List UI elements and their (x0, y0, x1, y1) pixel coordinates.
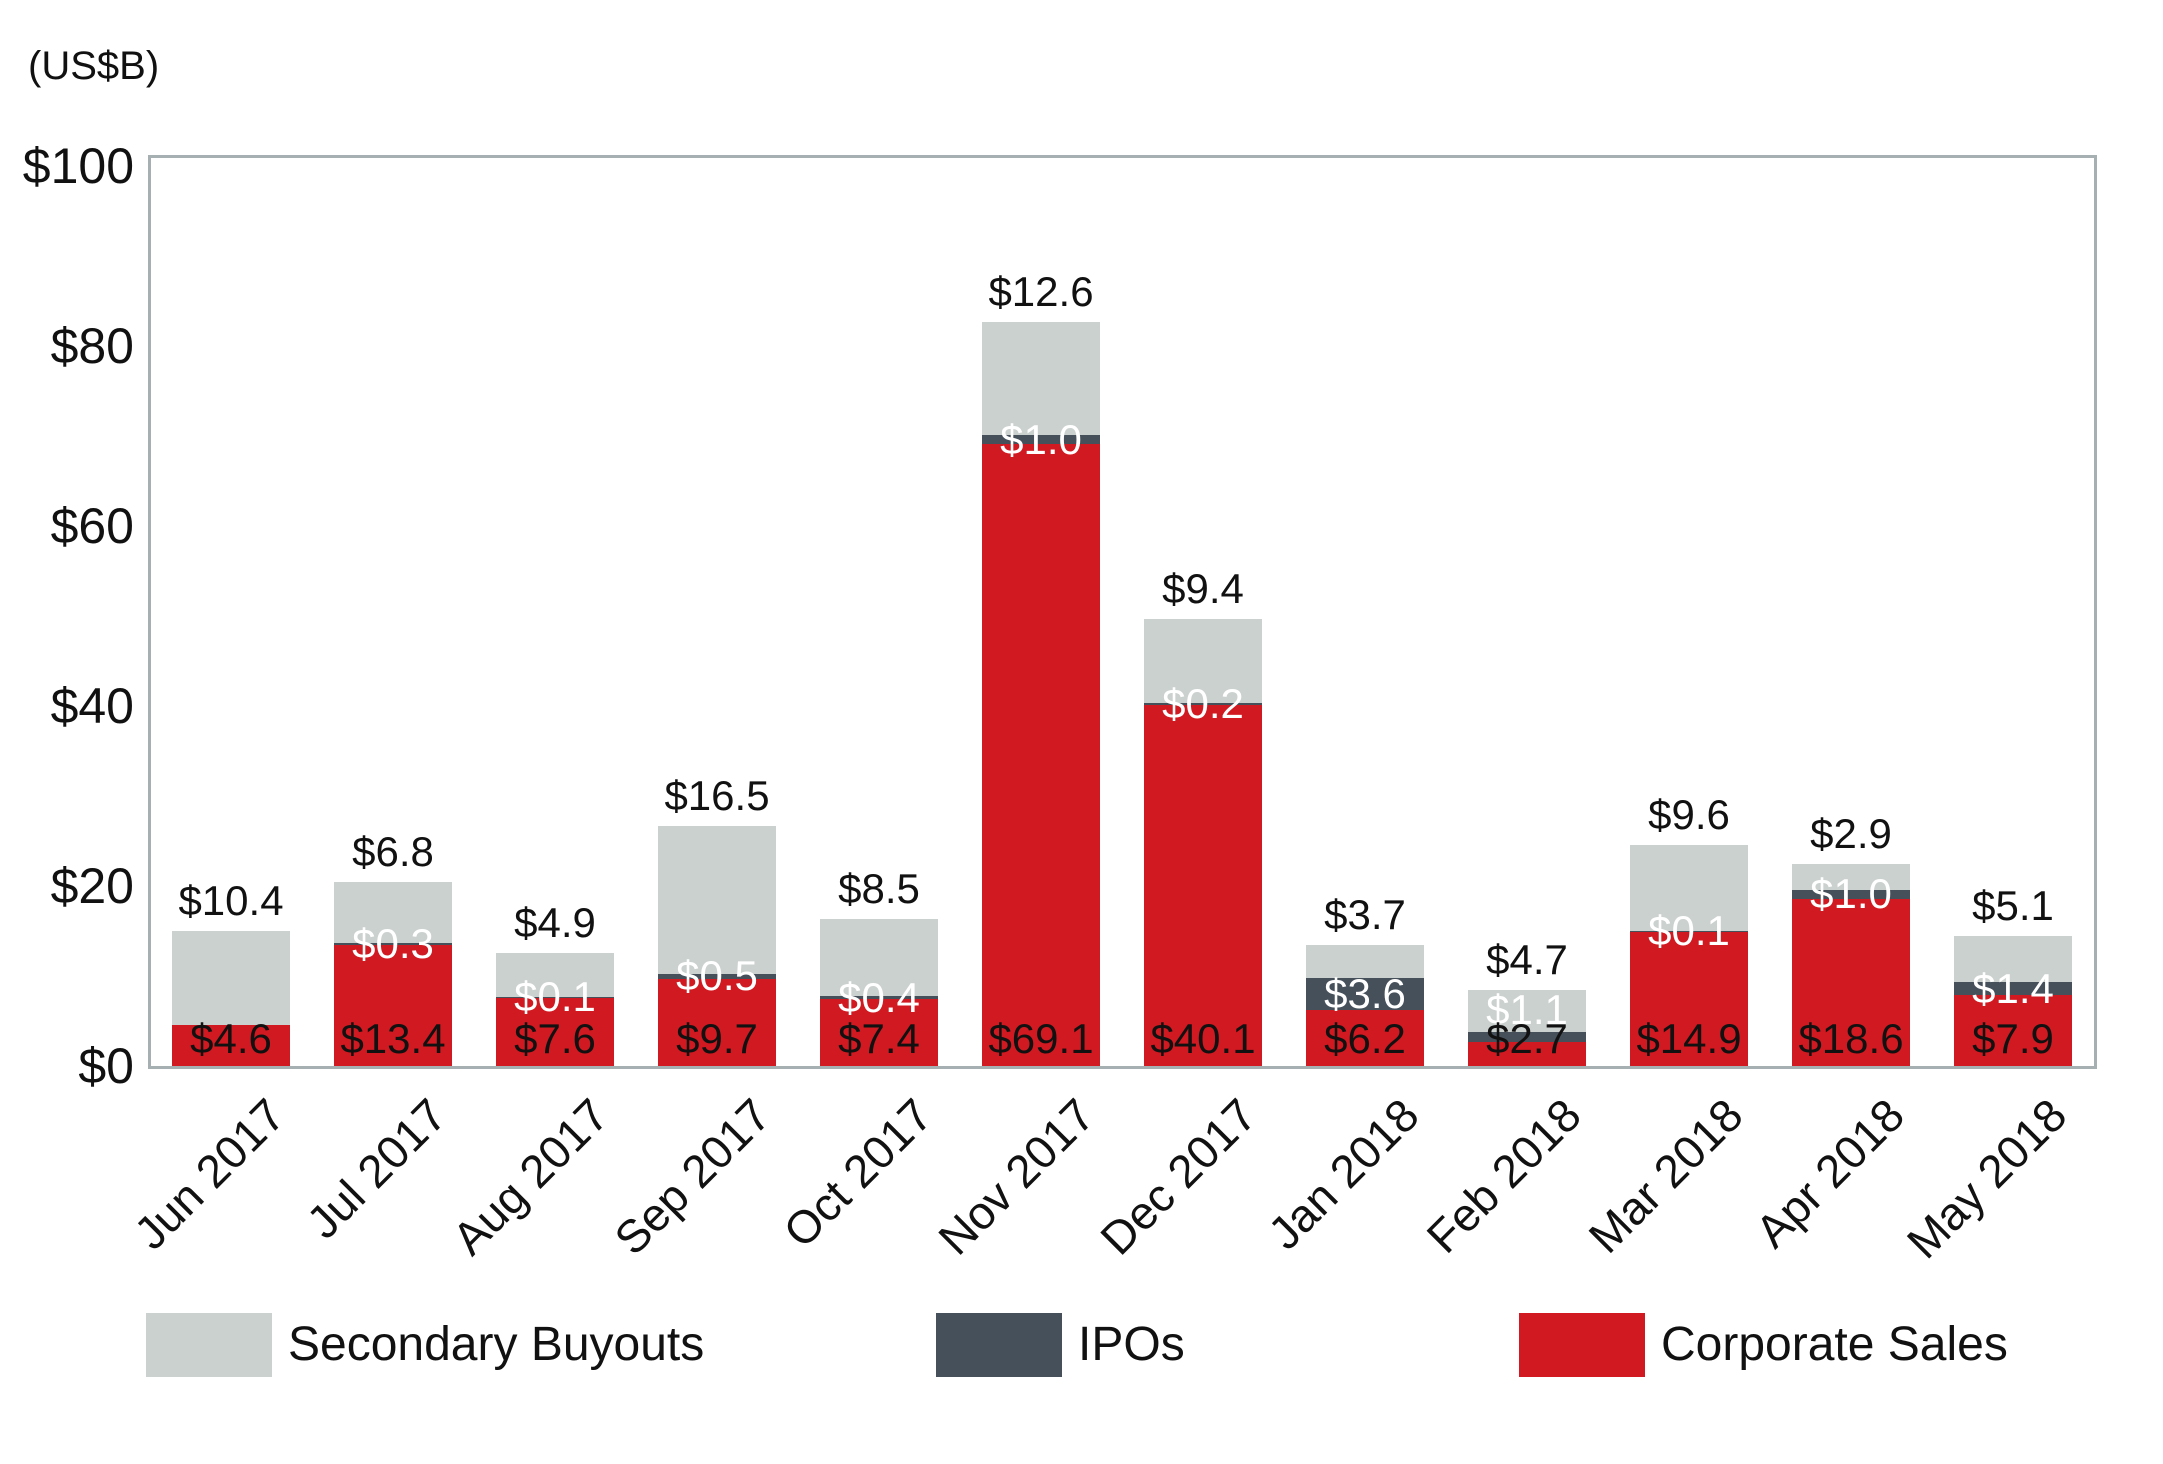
corporate-value-label: $4.6 (190, 1015, 272, 1062)
x-axis-label-mar-2018: Mar 2018 (1578, 1088, 1753, 1263)
segment-ipos (982, 435, 1100, 445)
segment-ipos (1144, 703, 1262, 706)
segment-secondary-buyouts (1468, 989, 1586, 1032)
secondary-value-label: $12.6 (988, 267, 1094, 315)
segment-ipos (334, 942, 452, 946)
segment-secondary-buyouts (820, 919, 938, 996)
segment-secondary-buyouts (172, 931, 290, 1025)
corporate-value-label: $6.2 (1324, 1015, 1406, 1062)
x-axis-label-apr-2018: Apr 2018 (1745, 1088, 1915, 1258)
x-axis-label-may-2018: May 2018 (1896, 1088, 2077, 1269)
legend-label-ipos: IPOs (1078, 1318, 1185, 1371)
segment-ipos (1468, 1031, 1586, 1042)
secondary-value-label: $9.6 (1648, 790, 1730, 838)
segment-corporate-sales (820, 999, 938, 1066)
segment-secondary-buyouts (658, 825, 776, 975)
ipo-value-label: $1.0 (1810, 870, 1892, 918)
corporate-value-label: $40.1 (1150, 1015, 1256, 1062)
segment-corporate-sales (172, 1024, 290, 1066)
segment-ipos (1954, 982, 2072, 995)
corporate-value-label: $7.9 (1972, 1015, 2054, 1062)
segment-secondary-buyouts (1792, 863, 1910, 890)
x-axis-label-sep-2017: Sep 2017 (604, 1088, 781, 1265)
y-tick-label-20: $20 (50, 858, 134, 914)
segment-corporate-sales (496, 997, 614, 1066)
y-tick-label-0: $0 (78, 1038, 134, 1094)
ipo-value-label: $0.1 (514, 973, 596, 1021)
segment-ipos (1792, 889, 1910, 899)
secondary-value-label: $10.4 (178, 877, 284, 924)
ipo-value-label: $0.5 (676, 952, 758, 1000)
ipo-value-label: $1.1 (1486, 985, 1568, 1033)
corporate-value-label: $2.7 (1486, 1015, 1568, 1062)
secondary-value-label: $6.8 (352, 827, 434, 875)
secondary-value-label: $5.1 (1972, 882, 2054, 930)
ipo-value-label: $1.0 (1000, 415, 1082, 463)
corporate-value-label: $13.4 (340, 1015, 446, 1062)
segment-secondary-buyouts (1630, 844, 1748, 931)
legend-swatch-corporate-sales (1519, 1313, 1645, 1377)
segment-secondary-buyouts (334, 881, 452, 943)
segment-ipos (496, 996, 614, 998)
x-axis-label-jan-2018: Jan 2018 (1257, 1088, 1429, 1260)
plot-area-border (148, 155, 2097, 1069)
segment-corporate-sales (1306, 1010, 1424, 1066)
segment-corporate-sales (1144, 705, 1262, 1066)
corporate-value-label: $14.9 (1636, 1015, 1742, 1062)
secondary-value-label: $8.5 (838, 865, 920, 913)
segment-corporate-sales (1954, 994, 2072, 1066)
legend-label-corporate-sales: Corporate Sales (1661, 1318, 2008, 1371)
segment-ipos (1306, 977, 1424, 1011)
corporate-value-label: $7.6 (514, 1015, 596, 1062)
segment-ipos (820, 995, 938, 1000)
ipo-value-label: $0.4 (838, 973, 920, 1021)
ipo-value-label: $3.6 (1324, 970, 1406, 1017)
segment-secondary-buyouts (982, 321, 1100, 436)
segment-corporate-sales (1468, 1041, 1586, 1066)
corporate-value-label: $18.6 (1798, 1015, 1904, 1062)
segment-corporate-sales (334, 945, 452, 1066)
y-tick-label-60: $60 (50, 498, 134, 554)
y-tick-label-80: $80 (50, 318, 134, 374)
legend-swatch-ipos (936, 1313, 1062, 1377)
x-axis-label-aug-2017: Aug 2017 (442, 1088, 619, 1265)
segment-corporate-sales (1630, 931, 1748, 1066)
y-tick-label-100: $100 (22, 138, 134, 194)
x-axis-label-dec-2017: Dec 2017 (1090, 1088, 1267, 1265)
y-tick-label-40: $40 (50, 678, 134, 734)
segment-secondary-buyouts (496, 952, 614, 997)
y-axis-unit-label: (US$B) (28, 44, 160, 88)
x-axis-label-oct-2017: Oct 2017 (773, 1088, 943, 1258)
segment-secondary-buyouts (1306, 944, 1424, 978)
secondary-value-label: $2.9 (1810, 809, 1892, 857)
legend-label-secondary-buyouts: Secondary Buyouts (288, 1318, 705, 1371)
x-axis-label-jul-2017: Jul 2017 (296, 1088, 457, 1249)
secondary-value-label: $3.7 (1324, 890, 1406, 938)
corporate-value-label: $7.4 (838, 1015, 920, 1062)
ipo-value-label: $0.1 (1648, 907, 1730, 955)
corporate-value-label: $9.7 (676, 1015, 758, 1062)
segment-corporate-sales (1792, 898, 1910, 1066)
segment-corporate-sales (658, 978, 776, 1066)
x-axis-label-feb-2018: Feb 2018 (1416, 1088, 1591, 1263)
secondary-value-label: $9.4 (1162, 564, 1244, 612)
legend-swatch-secondary-buyouts (146, 1313, 272, 1377)
x-axis-label-jun-2017: Jun 2017 (123, 1088, 295, 1260)
segment-secondary-buyouts (1954, 936, 2072, 983)
secondary-value-label: $4.9 (514, 898, 596, 946)
ipo-value-label: $0.2 (1162, 680, 1244, 728)
secondary-value-label: $4.7 (1486, 935, 1568, 983)
segment-corporate-sales (982, 444, 1100, 1066)
segment-ipos (658, 974, 776, 979)
segment-secondary-buyouts (1144, 618, 1262, 704)
ipo-value-label: $0.3 (352, 920, 434, 968)
secondary-value-label: $16.5 (664, 771, 770, 819)
segment-ipos (1630, 931, 1748, 932)
x-axis-label-nov-2017: Nov 2017 (928, 1088, 1105, 1265)
corporate-value-label: $69.1 (988, 1015, 1094, 1062)
ipo-value-label: $1.4 (1972, 964, 2054, 1012)
